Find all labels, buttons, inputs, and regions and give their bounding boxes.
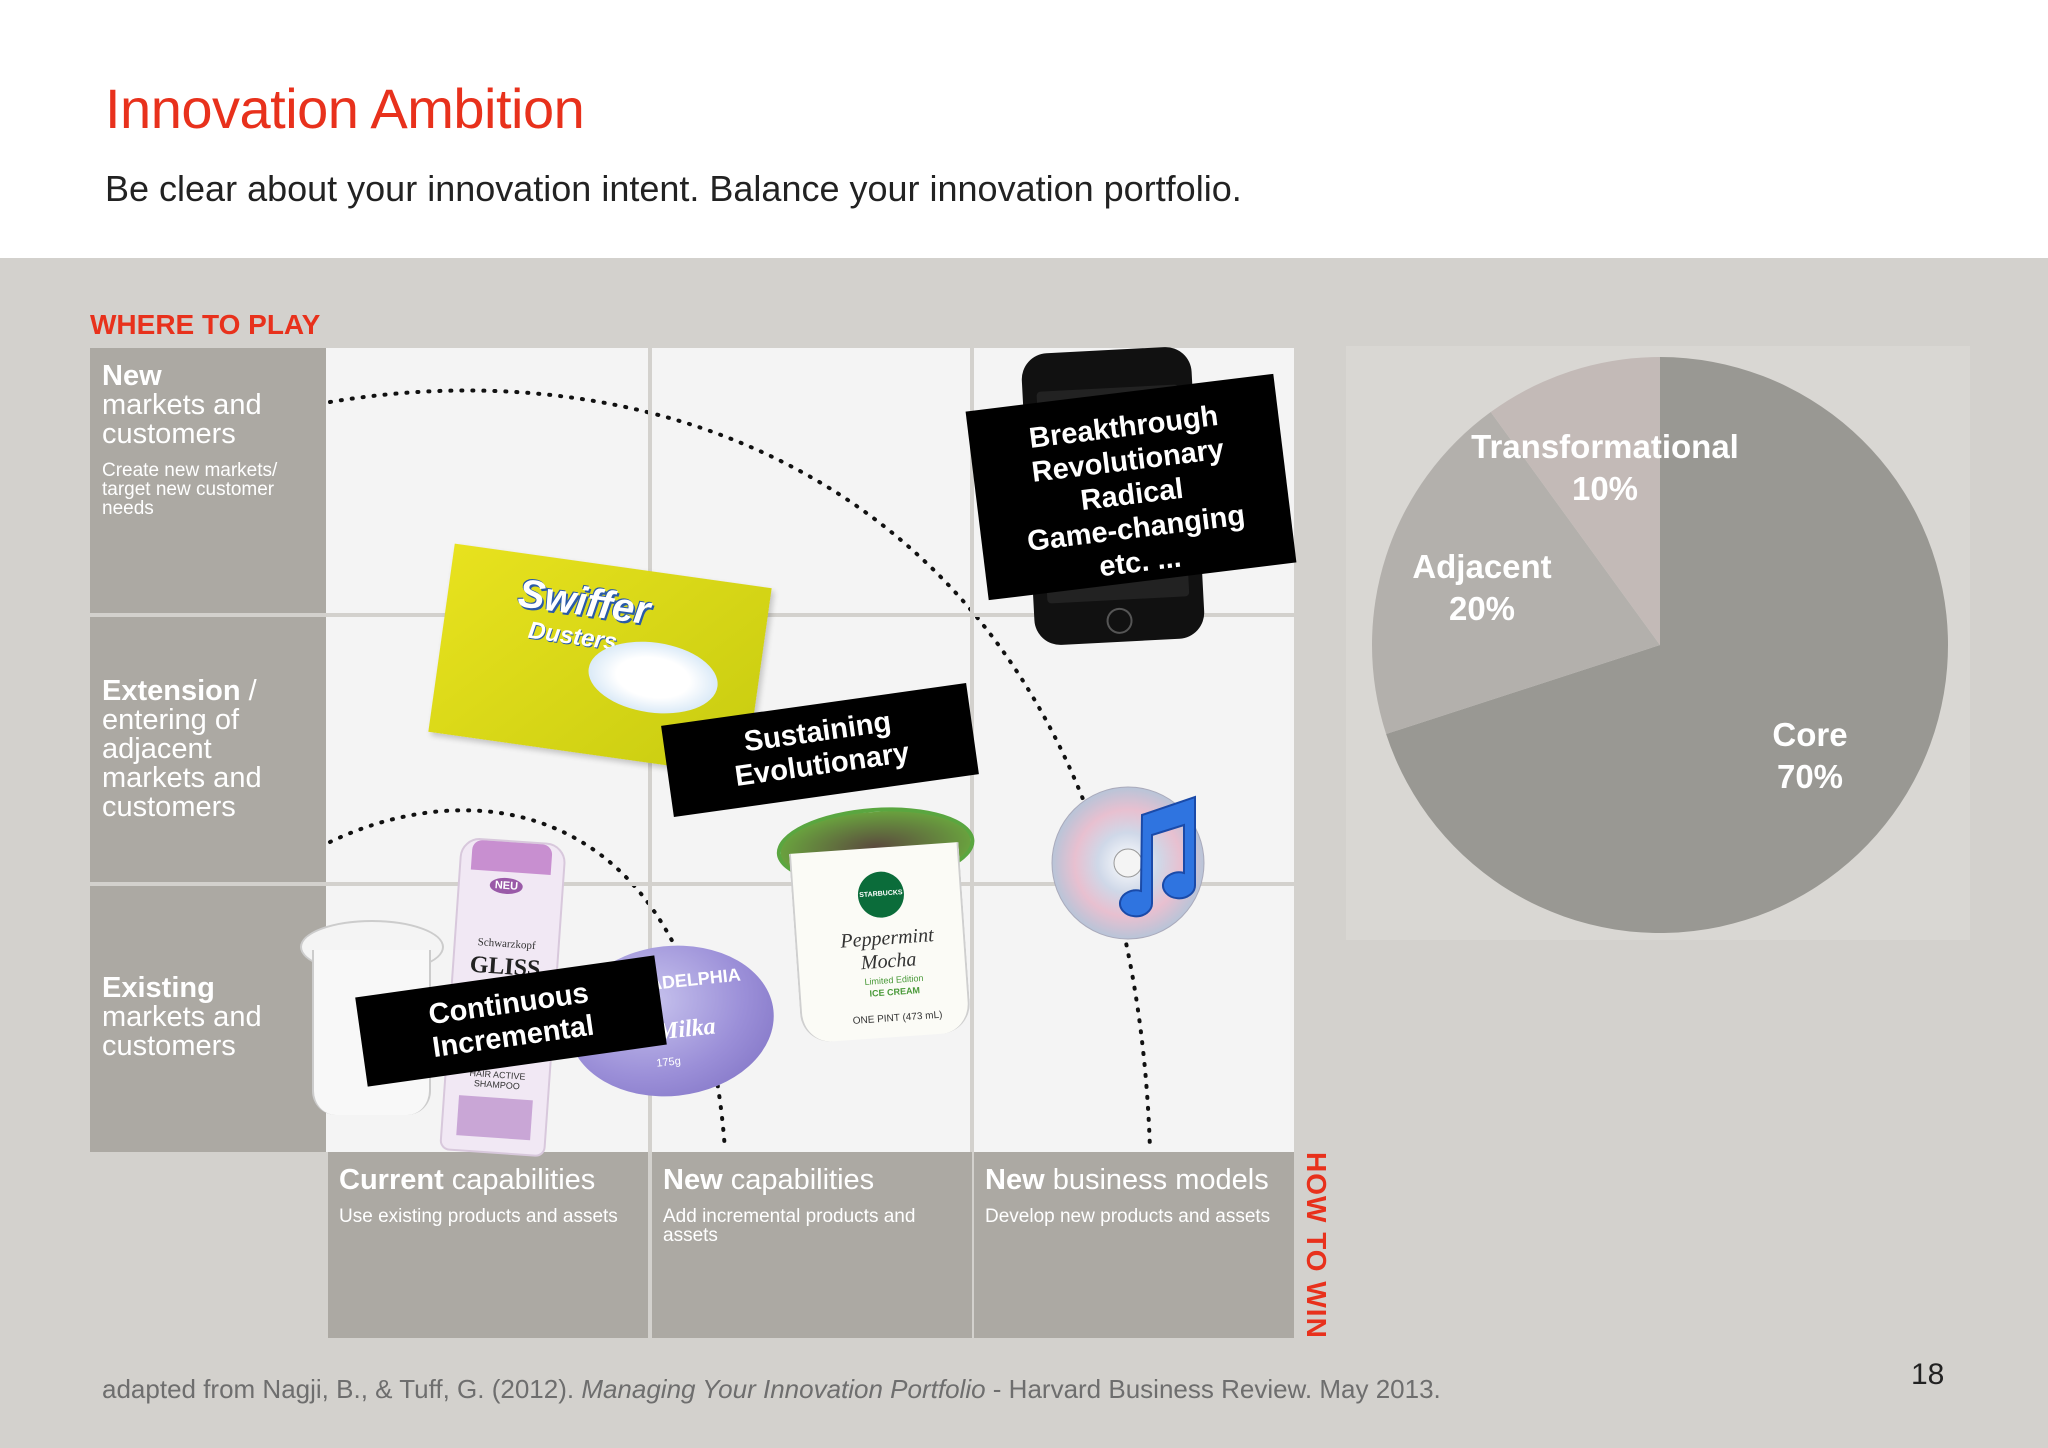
col-newbiz-bold: New: [985, 1164, 1045, 1196]
pint-flavor: Peppermint Mocha: [839, 924, 935, 975]
col-newcap-text: capabilities: [722, 1164, 875, 1196]
starbucks-logo-text: STARBUCKS COFFEE: [859, 889, 903, 900]
col-current-capabilities: Current capabilities Use existing produc…: [328, 1152, 648, 1338]
breakthrough-tag: Breakthrough Revolutionary Radical Game-…: [965, 373, 1297, 601]
cheese-weight: 175g: [655, 1055, 682, 1070]
ice-cream-product: STARBUCKS COFFEE Peppermint Mocha Limite…: [774, 801, 980, 1047]
col-current-text: capabilities: [443, 1164, 596, 1196]
page-subtitle: Be clear about your innovation intent. B…: [105, 168, 1242, 209]
shampoo-maker: Schwarzkopf: [477, 936, 537, 953]
source-citation: adapted from Nagji, B., & Tuff, G. (2012…: [102, 1374, 1441, 1405]
pint-body: STARBUCKS COFFEE Peppermint Mocha Limite…: [788, 842, 972, 1044]
row-existing-bold: Existing: [102, 972, 215, 1004]
col-newcap-bold: New: [663, 1164, 723, 1196]
col-current-bold: Current: [339, 1164, 444, 1196]
col-newbiz-text: business models: [1044, 1164, 1269, 1196]
source-post: - Harvard Business Review. May 2013.: [985, 1374, 1441, 1404]
how-to-win-label: HOW TO WIN: [1301, 1152, 1332, 1339]
grid-divider-h2: [90, 882, 1296, 886]
row-extension: Extension / entering of adjacent markets…: [90, 617, 326, 882]
pie-slice-transformational: [1490, 357, 1660, 645]
col-newbiz-sub: Develop new products and assets: [985, 1206, 1271, 1227]
row-new-bold: New: [102, 360, 162, 392]
row-existing: Existing markets and customers: [90, 886, 326, 1152]
col-newcap-sub: Add incremental products and assets: [663, 1206, 916, 1246]
pie-label-transformational-value: 10%: [1571, 470, 1639, 507]
source-title: Managing Your Innovation Portfolio: [581, 1374, 986, 1404]
row-extension-text: / entering of adjacent markets and custo…: [102, 675, 262, 823]
row-existing-text: markets and customers: [102, 1001, 262, 1062]
pie-slice-adjacent: [1372, 412, 1660, 734]
pie-label-transformational-name: Transformational: [1471, 428, 1739, 465]
starbucks-logo: STARBUCKS COFFEE: [856, 870, 906, 920]
itunes-icon: [1051, 786, 1205, 940]
header: Innovation Ambition Be clear about your …: [0, 0, 2048, 258]
pie-label-core-name: Core: [1772, 716, 1848, 753]
pie-label-adjacent-value: 20%: [1448, 590, 1516, 627]
row-new-markets: New markets and customers Create new mark…: [90, 348, 326, 613]
source-pre: adapted from Nagji, B., & Tuff, G. (2012…: [102, 1374, 582, 1404]
row-new-text: markets and customers: [102, 389, 262, 450]
grid-divider-v1: [648, 348, 652, 1338]
col-new-business-models: New business models Develop new products…: [974, 1152, 1294, 1338]
pie-label-core: Core 70%: [1710, 714, 1910, 798]
pie-label-transformational: Transformational 10%: [1455, 426, 1755, 510]
pie-slice-core: [1386, 357, 1948, 933]
shampoo-badge: NEU: [489, 876, 524, 896]
pie-label-core-value: 70%: [1776, 758, 1844, 795]
portfolio-pie-chart: [1372, 357, 1948, 933]
page-number: 18: [1911, 1358, 1945, 1391]
col-current-sub: Use existing products and assets: [339, 1206, 618, 1227]
pie-label-adjacent: Adjacent 20%: [1382, 546, 1582, 630]
home-button-icon: [1105, 607, 1134, 635]
pint-size: ONE PINT (473 mL): [852, 1009, 943, 1027]
where-to-play-label: WHERE TO PLAY: [90, 309, 321, 340]
page-title: Innovation Ambition: [105, 77, 585, 140]
row-extension-bold: Extension: [102, 675, 241, 707]
col-new-capabilities: New capabilities Add incremental product…: [652, 1152, 972, 1338]
shampoo-cap: [470, 839, 553, 876]
pie-label-adjacent-name: Adjacent: [1412, 548, 1552, 585]
row-new-sub: Create new markets/ target new customer …: [102, 460, 278, 519]
shampoo-label-band: [456, 1095, 533, 1141]
